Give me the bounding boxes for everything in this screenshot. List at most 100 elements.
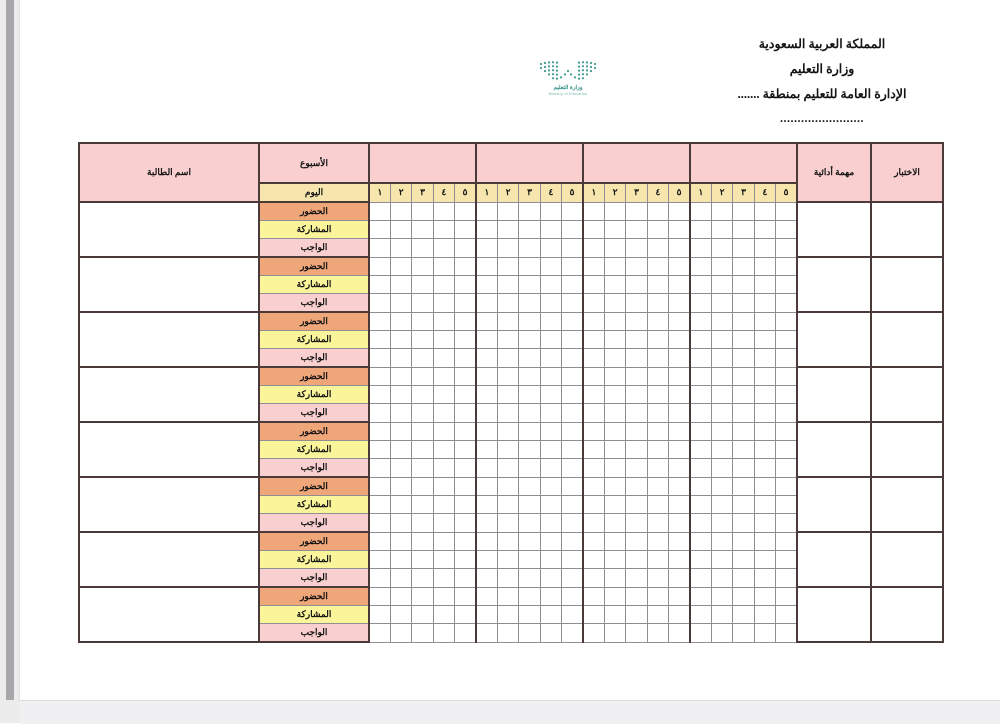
mark-cell-s2-w4-d1[interactable]: [454, 293, 478, 313]
mark-cell-s4-w2-d5[interactable]: [581, 385, 605, 404]
mark-cell-s1-w3-d2[interactable]: [539, 238, 563, 258]
mark-cell-s4-w3-d2[interactable]: [539, 403, 563, 423]
mark-cell-s2-w4-d3[interactable]: [411, 293, 434, 313]
mark-cell-s2-w1-d2[interactable]: [753, 293, 777, 313]
mark-cell-s5-w4-d5[interactable]: [367, 421, 391, 441]
mark-cell-s3-w1-d4[interactable]: [710, 348, 734, 368]
mark-cell-s5-w2-d4[interactable]: [603, 440, 627, 459]
mark-cell-s3-w2-d2[interactable]: [646, 348, 670, 368]
mark-cell-s5-w1-d3[interactable]: [732, 440, 755, 459]
mark-cell-s8-w4-d2[interactable]: [432, 605, 456, 624]
mark-cell-s4-w3-d5[interactable]: [474, 403, 498, 423]
mark-cell-s3-w3-d4[interactable]: [496, 330, 520, 349]
mark-cell-s5-w2-d3[interactable]: [625, 421, 648, 441]
mark-cell-s8-w2-d3[interactable]: [625, 605, 648, 624]
mark-cell-s4-w3-d4[interactable]: [496, 403, 520, 423]
mark-cell-s2-w3-d3[interactable]: [518, 256, 541, 276]
mark-cell-s4-w2-d3[interactable]: [625, 366, 648, 386]
mark-cell-s1-w3-d5[interactable]: [474, 220, 498, 239]
task-cell-student-4[interactable]: [796, 366, 872, 423]
mark-cell-s6-w4-d5[interactable]: [367, 495, 391, 514]
mark-cell-s2-w2-d2[interactable]: [646, 293, 670, 313]
mark-cell-s5-w4-d1[interactable]: [454, 421, 478, 441]
mark-cell-s6-w3-d4[interactable]: [496, 513, 520, 533]
vertical-scrollbar-thumb[interactable]: [6, 0, 14, 700]
test-cell-student-8[interactable]: [870, 586, 944, 643]
mark-cell-s5-w1-d5[interactable]: [688, 421, 712, 441]
mark-cell-s2-w3-d4[interactable]: [496, 256, 520, 276]
mark-cell-s5-w2-d2[interactable]: [646, 458, 670, 478]
mark-cell-s4-w3-d3[interactable]: [518, 403, 541, 423]
mark-cell-s1-w4-d2[interactable]: [432, 201, 456, 221]
mark-cell-s4-w2-d2[interactable]: [646, 385, 670, 404]
mark-cell-s5-w2-d2[interactable]: [646, 440, 670, 459]
mark-cell-s4-w1-d1[interactable]: [775, 403, 799, 423]
mark-cell-s4-w4-d1[interactable]: [454, 385, 478, 404]
mark-cell-s1-w4-d4[interactable]: [389, 201, 413, 221]
student-name-cell-1[interactable]: [78, 201, 260, 258]
mark-cell-s6-w2-d5[interactable]: [581, 513, 605, 533]
mark-cell-s7-w3-d2[interactable]: [539, 568, 563, 588]
mark-cell-s3-w4-d2[interactable]: [432, 330, 456, 349]
mark-cell-s1-w1-d5[interactable]: [688, 238, 712, 258]
mark-cell-s8-w2-d4[interactable]: [603, 623, 627, 643]
mark-cell-s3-w3-d5[interactable]: [474, 311, 498, 331]
mark-cell-s6-w2-d4[interactable]: [603, 495, 627, 514]
mark-cell-s6-w3-d4[interactable]: [496, 495, 520, 514]
mark-cell-s2-w1-d1[interactable]: [775, 275, 799, 294]
mark-cell-s8-w2-d3[interactable]: [625, 586, 648, 606]
mark-cell-s8-w2-d5[interactable]: [581, 586, 605, 606]
mark-cell-s4-w4-d5[interactable]: [367, 385, 391, 404]
mark-cell-s6-w2-d2[interactable]: [646, 513, 670, 533]
student-name-cell-6[interactable]: [78, 476, 260, 533]
mark-cell-s2-w4-d3[interactable]: [411, 275, 434, 294]
mark-cell-s1-w4-d3[interactable]: [411, 238, 434, 258]
mark-cell-s5-w3-d5[interactable]: [474, 440, 498, 459]
week-block-header-2[interactable]: [582, 142, 691, 184]
mark-cell-s2-w4-d5[interactable]: [367, 275, 391, 294]
mark-cell-s4-w1-d2[interactable]: [753, 366, 777, 386]
mark-cell-s1-w3-d1[interactable]: [561, 201, 585, 221]
mark-cell-s1-w4-d5[interactable]: [367, 220, 391, 239]
mark-cell-s7-w3-d1[interactable]: [561, 531, 585, 551]
mark-cell-s5-w4-d4[interactable]: [389, 458, 413, 478]
mark-cell-s1-w2-d4[interactable]: [603, 201, 627, 221]
mark-cell-s7-w1-d4[interactable]: [710, 568, 734, 588]
mark-cell-s3-w1-d5[interactable]: [688, 330, 712, 349]
mark-cell-s5-w2-d5[interactable]: [581, 458, 605, 478]
mark-cell-s2-w4-d1[interactable]: [454, 256, 478, 276]
mark-cell-s7-w4-d5[interactable]: [367, 568, 391, 588]
mark-cell-s6-w2-d3[interactable]: [625, 495, 648, 514]
mark-cell-s6-w1-d1[interactable]: [775, 476, 799, 496]
mark-cell-s5-w4-d4[interactable]: [389, 440, 413, 459]
mark-cell-s8-w1-d5[interactable]: [688, 586, 712, 606]
mark-cell-s2-w2-d5[interactable]: [581, 256, 605, 276]
mark-cell-s2-w4-d2[interactable]: [432, 293, 456, 313]
mark-cell-s3-w1-d5[interactable]: [688, 348, 712, 368]
mark-cell-s6-w4-d3[interactable]: [411, 495, 434, 514]
mark-cell-s3-w2-d1[interactable]: [668, 330, 692, 349]
mark-cell-s8-w3-d1[interactable]: [561, 586, 585, 606]
mark-cell-s3-w4-d2[interactable]: [432, 348, 456, 368]
mark-cell-s3-w3-d5[interactable]: [474, 348, 498, 368]
mark-cell-s8-w1-d3[interactable]: [732, 586, 755, 606]
mark-cell-s2-w4-d2[interactable]: [432, 256, 456, 276]
mark-cell-s5-w4-d5[interactable]: [367, 440, 391, 459]
mark-cell-s2-w3-d4[interactable]: [496, 293, 520, 313]
mark-cell-s7-w2-d1[interactable]: [668, 550, 692, 569]
mark-cell-s3-w1-d2[interactable]: [753, 330, 777, 349]
mark-cell-s3-w1-d1[interactable]: [775, 348, 799, 368]
mark-cell-s4-w3-d3[interactable]: [518, 366, 541, 386]
mark-cell-s5-w4-d5[interactable]: [367, 458, 391, 478]
mark-cell-s8-w2-d1[interactable]: [668, 623, 692, 643]
mark-cell-s3-w2-d2[interactable]: [646, 330, 670, 349]
mark-cell-s8-w2-d2[interactable]: [646, 605, 670, 624]
mark-cell-s8-w4-d1[interactable]: [454, 586, 478, 606]
mark-cell-s5-w1-d3[interactable]: [732, 421, 755, 441]
mark-cell-s8-w4-d1[interactable]: [454, 623, 478, 643]
mark-cell-s5-w3-d3[interactable]: [518, 421, 541, 441]
mark-cell-s1-w4-d1[interactable]: [454, 220, 478, 239]
mark-cell-s1-w2-d1[interactable]: [668, 201, 692, 221]
mark-cell-s2-w1-d4[interactable]: [710, 256, 734, 276]
mark-cell-s5-w3-d2[interactable]: [539, 440, 563, 459]
